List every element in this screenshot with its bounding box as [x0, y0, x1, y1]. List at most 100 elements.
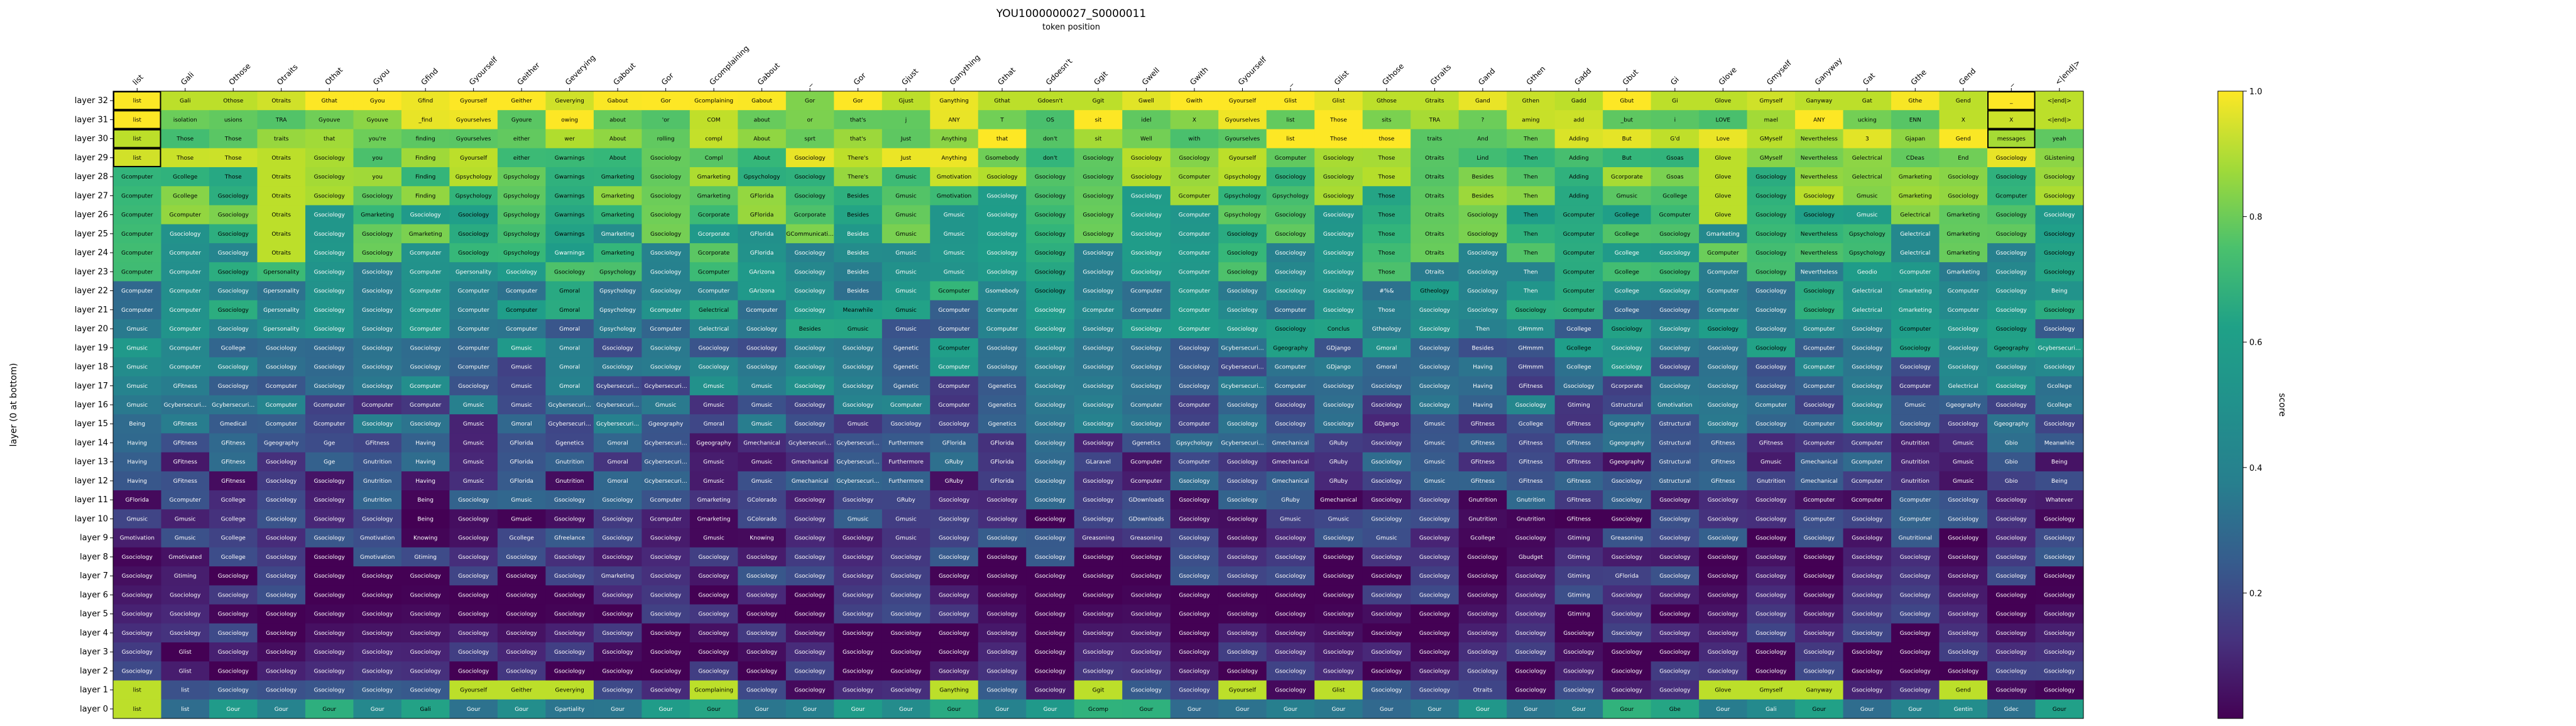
cell-label: GFitness: [1519, 383, 1542, 390]
heatmap-cell: [401, 300, 450, 320]
heatmap-cell: [978, 91, 1027, 111]
cell-label: Gsociology: [1996, 668, 2028, 674]
cell-label: GFitness: [221, 440, 245, 446]
cell-label: Gsociology: [1227, 516, 1258, 522]
heatmap-cell: [353, 129, 402, 149]
row-tick-label: layer 32: [75, 96, 108, 106]
row-tick-label: layer 27: [75, 191, 108, 201]
cell-label: Gmechanical: [1272, 440, 1309, 446]
heatmap-cell: [1843, 148, 1892, 168]
heatmap-cell: [1218, 262, 1267, 282]
cell-label: Gsociology: [1900, 421, 1931, 427]
cell-label: Gsociology: [1948, 345, 1979, 351]
cell-label: Gmoral: [559, 326, 580, 333]
cell-label: Gsociology: [794, 688, 826, 694]
column-tick-label: Gadd: [1573, 67, 1593, 87]
cell-label: Ganyway: [1806, 98, 1832, 104]
cell-label: Gsociology: [1179, 478, 1210, 485]
column-tick-label: Gabout: [611, 61, 637, 87]
cell-label: list: [181, 707, 190, 713]
cell-label: Otraits: [271, 174, 291, 180]
cell-label: Being: [2051, 478, 2068, 485]
heatmap-cell: [1795, 281, 1844, 301]
cell-label: Gsociology: [314, 554, 346, 561]
heatmap-cell: [1843, 224, 1892, 244]
heatmap-cell: [593, 300, 642, 320]
cell-label: Gcomputer: [938, 326, 970, 333]
cell-label: Those: [1377, 174, 1395, 180]
heatmap-cell: [1651, 224, 1700, 244]
cell-label: Gyou: [370, 98, 385, 104]
cell-label: Gsociology: [1035, 365, 1066, 371]
heatmap-cell: [1554, 91, 1603, 111]
cell-label: Gsociology: [699, 630, 730, 637]
heatmap-cell: [497, 205, 546, 225]
cell-label: Gmoral: [559, 345, 580, 351]
cell-label: About: [609, 136, 626, 143]
cell-label: Gmusic: [895, 326, 917, 333]
cell-label: Gsociology: [362, 326, 393, 333]
cell-label: Gsociology: [890, 573, 922, 580]
cell-label: Gmusic: [895, 193, 917, 199]
heatmap-cell: [930, 186, 979, 206]
heatmap-cell: [257, 243, 306, 263]
cell-label: Glist: [179, 668, 192, 674]
cell-label: Gpersonality: [263, 326, 300, 333]
cell-label: Gcomputer: [410, 402, 442, 409]
cell-label: that: [324, 136, 336, 143]
colorbar-tick-label: 0.8: [2249, 213, 2262, 223]
cell-label: Gpsychology: [456, 193, 493, 199]
cell-label: Gsociology: [1035, 459, 1066, 466]
column-tick-label: Glove: [1717, 65, 1738, 87]
heatmap-cell: [1122, 167, 1171, 187]
cell-label: Gsociology: [1708, 326, 1739, 333]
cell-label: Gcomputer: [506, 307, 538, 314]
heatmap-cell: [1507, 319, 1556, 339]
heatmap-cell: [353, 91, 402, 111]
cell-label: Gi: [1672, 98, 1678, 104]
cell-label: Gsociology: [986, 536, 1018, 542]
cell-label: Gsociology: [1852, 592, 1883, 598]
cell-label: Gsociology: [1804, 612, 1835, 618]
heatmap-cell: [1458, 167, 1507, 187]
heatmap-cell: [1074, 91, 1123, 111]
cell-label: Gsociology: [1708, 649, 1739, 656]
cell-label: Gsociology: [1083, 345, 1114, 351]
heatmap-cell: [1987, 319, 2036, 339]
heatmap-cell: [1747, 186, 1796, 206]
heatmap-cell: [1651, 319, 1700, 339]
heatmap-cell: [449, 148, 498, 168]
cell-label: Gsociology: [650, 554, 682, 561]
cell-label: Gsociology: [1179, 155, 1210, 162]
cell-label: Gmusic: [655, 402, 677, 409]
heatmap-cell: [1891, 281, 1940, 301]
cell-label: Glist: [179, 649, 192, 656]
cell-label: Gtheology: [1420, 289, 1449, 295]
cell-label: Gmusic: [944, 231, 965, 238]
heatmap-cell: [689, 224, 738, 244]
cell-label: Gmusic: [126, 345, 148, 351]
cell-label: Gsociology: [1948, 497, 1979, 503]
cell-label: Gjapan: [1905, 136, 1925, 143]
cell-label: Gcomputer: [1275, 307, 1307, 314]
cell-label: Gmusic: [895, 516, 917, 522]
cell-label: Gsociology: [1275, 402, 1306, 409]
cell-label: Gsociology: [362, 668, 393, 674]
cell-label: Gsociology: [699, 345, 730, 351]
cell-label: Then: [1523, 136, 1537, 143]
cell-label: Gcomputer: [121, 289, 153, 295]
cell-label: Gsociology: [1804, 307, 1835, 314]
cell-label: Gcollege: [1615, 289, 1640, 295]
cell-label: Gcybersecuri…: [2038, 345, 2081, 351]
cell-label: Gcomputer: [1179, 326, 1211, 333]
column-tick-label: Gali: [179, 70, 195, 87]
cell-label: Gsociology: [362, 365, 393, 371]
cell-label: Gcomputer: [410, 269, 442, 275]
cell-label: Gour: [659, 707, 673, 713]
cell-label: Gsociology: [1179, 649, 1210, 656]
cell-label: Gsociology: [843, 402, 874, 409]
cell-label: Gsociology: [1755, 289, 1787, 295]
heatmap-cell: [305, 262, 354, 282]
heatmap-cell: [930, 167, 979, 187]
cell-label: Gpersonality: [263, 289, 300, 295]
